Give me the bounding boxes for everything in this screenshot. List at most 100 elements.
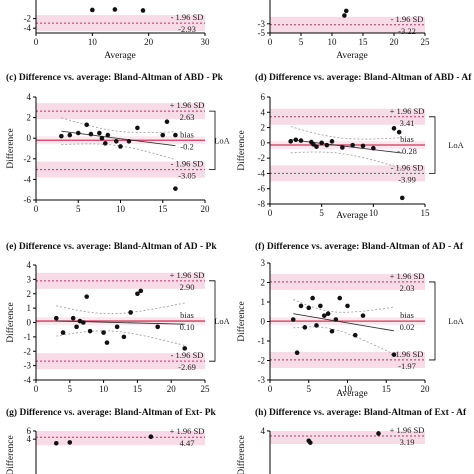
chart-title: (c) Difference vs. average: Bland-Altman… bbox=[6, 72, 224, 83]
data-point bbox=[70, 315, 76, 321]
y-tick-label: 3 bbox=[27, 274, 32, 284]
x-axis-label: Average bbox=[336, 389, 367, 399]
x-tick-label: 5 bbox=[68, 384, 73, 394]
upper-sd-label: + 1.96 SD bbox=[390, 425, 425, 435]
x-axis-label: Average bbox=[336, 51, 367, 61]
data-point bbox=[121, 334, 127, 340]
lower-sd-label: - 1.96 SD bbox=[391, 349, 424, 359]
data-point bbox=[173, 186, 178, 191]
y-tick-label: -3 bbox=[258, 375, 266, 385]
data-point bbox=[173, 132, 178, 138]
lower-sd-label: - 1.96 SD bbox=[391, 14, 424, 24]
panel-c: (c) Difference vs. average: Bland-Altman… bbox=[5, 72, 231, 214]
y-tick-label: 4 bbox=[27, 92, 32, 102]
data-point bbox=[135, 291, 140, 297]
data-point bbox=[298, 303, 304, 309]
y-tick-label: -2 bbox=[258, 153, 266, 163]
data-point bbox=[87, 328, 93, 334]
upper-loa-value: 2.90 bbox=[180, 282, 195, 292]
y-tick-label: 2 bbox=[27, 113, 32, 123]
data-point bbox=[360, 143, 366, 149]
y-tick-label: 4 bbox=[27, 260, 32, 270]
data-point bbox=[90, 7, 95, 13]
bias-label: bias bbox=[180, 310, 194, 320]
data-point bbox=[59, 133, 64, 139]
data-point bbox=[329, 139, 335, 144]
data-point bbox=[306, 305, 312, 311]
data-point bbox=[314, 323, 319, 328]
data-point bbox=[75, 130, 81, 136]
lower-sd-label: - 1.96 SD bbox=[171, 12, 204, 22]
y-axis-label: Difference bbox=[236, 435, 247, 474]
x-tick-label: 5 bbox=[76, 204, 81, 214]
x-tick-label: 0 bbox=[268, 208, 273, 218]
data-point bbox=[376, 431, 381, 436]
loa-bracket bbox=[429, 116, 436, 174]
data-point bbox=[74, 324, 79, 330]
x-tick-label: 10 bbox=[99, 384, 109, 394]
y-tick-label: -4 bbox=[24, 375, 32, 385]
y-tick-label: 4 bbox=[261, 426, 266, 436]
x-tick-label: 15 bbox=[421, 208, 431, 218]
data-point bbox=[88, 131, 94, 137]
data-point bbox=[138, 288, 144, 294]
x-tick-label: 20 bbox=[421, 384, 431, 394]
y-tick-label: -8 bbox=[258, 199, 266, 209]
y-tick-label: 0 bbox=[27, 133, 32, 143]
ci-upper-curve bbox=[56, 302, 185, 315]
x-tick-label: 15 bbox=[158, 204, 168, 214]
y-tick-label: 0 bbox=[261, 138, 266, 148]
loa-label: LoA bbox=[448, 140, 464, 150]
panel-b: -5-30 5 10 15 20 25 Average - 1.96 SD -3.22 bbox=[258, 0, 431, 61]
y-axis-label: Difference bbox=[236, 301, 247, 341]
y-tick-label: -4 bbox=[24, 174, 32, 184]
data-point bbox=[118, 144, 123, 149]
data-point bbox=[84, 294, 89, 299]
data-point bbox=[352, 332, 358, 338]
panel-h: (h) Difference vs. average: Bland-Altman… bbox=[236, 407, 467, 474]
x-tick-label: 25 bbox=[421, 37, 431, 47]
data-point bbox=[126, 138, 132, 144]
data-point bbox=[60, 330, 66, 335]
upper-sd-label: + 1.96 SD bbox=[390, 271, 425, 281]
data-point bbox=[105, 132, 111, 138]
loa-label: LoA bbox=[448, 316, 464, 326]
upper-sd-label: + 1.96 SD bbox=[170, 270, 205, 280]
bias-value: -0.2 bbox=[180, 141, 193, 151]
chart-title: (e) Difference vs. average: Bland-Altman… bbox=[6, 241, 217, 252]
ci-lower-curve bbox=[56, 330, 185, 346]
y-tick-label: -1 bbox=[24, 332, 32, 342]
y-tick-label: -1 bbox=[258, 336, 266, 346]
data-point bbox=[67, 132, 73, 138]
panel-f: (f) Difference vs. average: Bland-Altman… bbox=[236, 241, 465, 399]
lower-loa-value: -1.97 bbox=[398, 361, 416, 371]
data-point bbox=[160, 132, 166, 138]
data-point bbox=[182, 346, 188, 351]
data-point bbox=[391, 352, 397, 357]
data-point bbox=[53, 440, 59, 446]
upper-sd-label: + 1.96 SD bbox=[170, 100, 205, 110]
data-point bbox=[288, 139, 293, 144]
y-tick-label: 3 bbox=[261, 258, 266, 268]
data-point bbox=[371, 145, 376, 151]
data-point bbox=[314, 144, 319, 149]
data-point bbox=[396, 129, 402, 135]
data-point bbox=[342, 13, 347, 18]
bias-label: bias bbox=[180, 129, 194, 139]
y-tick-label: 0 bbox=[261, 317, 266, 327]
data-point bbox=[350, 142, 355, 148]
data-point bbox=[164, 119, 170, 125]
data-point bbox=[399, 195, 405, 201]
bias-label: bias bbox=[400, 310, 414, 320]
chart-title: (h) Difference vs. average: Bland-Altman… bbox=[255, 407, 467, 418]
data-point bbox=[345, 303, 350, 309]
data-point bbox=[319, 140, 324, 146]
x-tick-label: 10 bbox=[369, 208, 379, 218]
loa-bracket bbox=[429, 281, 436, 361]
x-tick-label: 5 bbox=[319, 208, 324, 218]
y-tick-label: 6 bbox=[27, 426, 32, 436]
y-axis-label: Difference bbox=[5, 435, 16, 474]
lower-loa-value: -3.99 bbox=[398, 174, 416, 184]
data-point bbox=[325, 311, 331, 317]
